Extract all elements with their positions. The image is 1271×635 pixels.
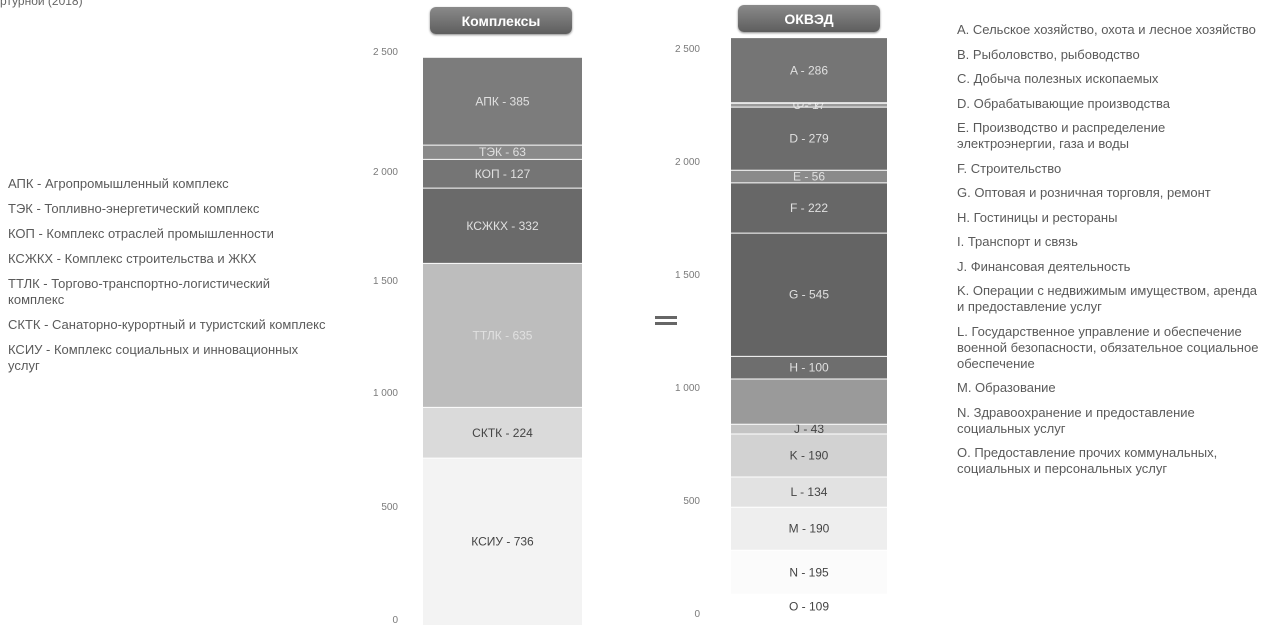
- bar-segment: [731, 356, 887, 380]
- left-axis-tick: 2 500: [372, 47, 398, 58]
- left-axis-tick: 500: [381, 502, 398, 513]
- segment-label: J - 43: [794, 422, 824, 436]
- legend-item-tek: ТЭК - Топливно-энергетический комплекс: [8, 201, 260, 216]
- okved-legend: A. Сельское хозяйство, охота и лесное хо…: [957, 22, 1262, 486]
- segment-label: E - 56: [793, 170, 825, 184]
- segment-label: КОП - 127: [475, 167, 531, 181]
- bar-segment: [423, 159, 582, 189]
- okved-stacked-bar: O - 109 N - 195 M - 190 L - 134 K - 190 J - 4…: [731, 38, 887, 619]
- complex-legend: АПК - Агропромышленный комплекс ТЭК - То…: [8, 176, 328, 383]
- bar-segment: [731, 170, 887, 183]
- bar-segment: [731, 107, 887, 171]
- legend-item-i: I. Транспорт и связь: [957, 234, 1078, 249]
- legend-item-h: H. Гостиницы и рестораны: [957, 209, 1118, 225]
- segment-label: ТТЛК - 635: [473, 328, 533, 342]
- legend-item-k: K. Операции с недвижимым имуществом, аре…: [957, 283, 1258, 314]
- segment-label: H - 100: [789, 361, 829, 375]
- legend-item-a: A. Сельское хозяйство, охота и лесное хо…: [957, 22, 1256, 37]
- legend-item-ttlk: ТТЛК - Торгово-транспортно-логистический…: [8, 276, 271, 307]
- legend-item-b: B. Рыболовство, рыбоводство: [957, 46, 1140, 62]
- segment-label: M - 190: [789, 522, 830, 536]
- right-axis-tick: 1 500: [674, 270, 700, 281]
- bar-segment: [731, 476, 887, 508]
- legend-item-g: G. Оптовая и розничная торговля, ремонт: [957, 185, 1211, 200]
- right-axis-tick: 1 000: [674, 383, 700, 394]
- bar-segment: [731, 38, 887, 103]
- top-text-fragment: ртурной (2018): [0, 0, 83, 8]
- segment-label: АПК - 385: [475, 94, 529, 108]
- bar-segment: [731, 424, 887, 434]
- segment-label: G - 545: [789, 288, 829, 302]
- bar-segment: [423, 57, 582, 146]
- left-axis-tick: 1 500: [372, 276, 398, 287]
- legend-item-sktk: СКТК - Санаторно-курортный и туристский …: [8, 317, 326, 332]
- segment-label: L - 134: [791, 485, 828, 499]
- legend-item-apk: АПК - Агропромышленный комплекс: [8, 176, 229, 191]
- right-axis-tick: 0: [694, 609, 700, 620]
- bar-segment: [731, 507, 887, 551]
- bar-segment: [731, 550, 887, 595]
- complexes-stacked-bar: КСИУ - 736 СКТК - 224 ТТЛК - 635 КСЖКХ - 33…: [423, 57, 582, 625]
- left-axis-tick: 1 000: [372, 388, 398, 399]
- right-axis-tick: 500: [683, 496, 700, 507]
- bar-segment: [423, 458, 582, 625]
- legend-item-l: L. Государственное управление и обеспече…: [957, 323, 1259, 371]
- legend-item-f: F. Строительство: [957, 160, 1062, 176]
- segment-label: ТЭК - 63: [479, 145, 526, 159]
- bar-segment: [731, 379, 887, 425]
- segment-label: D - 279: [789, 132, 829, 146]
- bar-segment: [423, 188, 582, 264]
- legend-item-j: J. Финансовая деятельность: [957, 258, 1131, 274]
- legend-item-e: E. Производство и распределение электроэ…: [957, 120, 1166, 151]
- legend-item-c: C. Добыча полезных ископаемых: [957, 71, 1159, 86]
- segment-label: КСЖКХ - 332: [466, 219, 539, 233]
- bar-segment: [731, 103, 887, 108]
- bar-segment: [423, 407, 582, 459]
- segment-label: A - 286: [790, 63, 828, 77]
- legend-item-kop: КОП - Комплекс отраслей промышленности: [8, 226, 274, 241]
- left-axis-tick: 2 000: [372, 167, 398, 178]
- segment-label: O - 109: [789, 600, 829, 614]
- segment-label: N - 195: [789, 565, 829, 579]
- right-axis-tick: 2 500: [674, 44, 700, 55]
- legend-item-kszhkh: КСЖКХ - Комплекс строительства и ЖКХ: [8, 251, 257, 266]
- legend-item-d: D. Обрабатывающие производства: [957, 95, 1171, 111]
- bar-segment: [731, 594, 887, 619]
- bar-segment: [731, 433, 887, 477]
- bar-segment: [423, 145, 582, 160]
- legend-item-m: M. Образование: [957, 380, 1056, 395]
- legend-item-n: N. Здравоохранение и предоставление соци…: [957, 404, 1195, 436]
- bar-segment: [423, 263, 582, 408]
- okved-header-badge: ОКВЭД: [738, 5, 880, 32]
- segment-label: F - 222: [790, 201, 828, 215]
- segment-label: СКТК - 224: [472, 426, 533, 440]
- segment-label: K - 190: [790, 448, 829, 462]
- equals-sign: [655, 316, 677, 328]
- legend-item-o: O. Предоставление прочих коммунальных, с…: [957, 445, 1218, 476]
- segment-label: КСИУ - 736: [471, 535, 534, 549]
- right-axis-tick: 2 000: [674, 157, 700, 168]
- bar-segment: [731, 182, 887, 234]
- bar-segment: [731, 233, 887, 357]
- complexes-header-badge: Комплексы: [430, 7, 572, 34]
- legend-item-ksiu: КСИУ - Комплекс социальных и инновационн…: [8, 342, 299, 373]
- left-axis-tick: 0: [392, 615, 398, 626]
